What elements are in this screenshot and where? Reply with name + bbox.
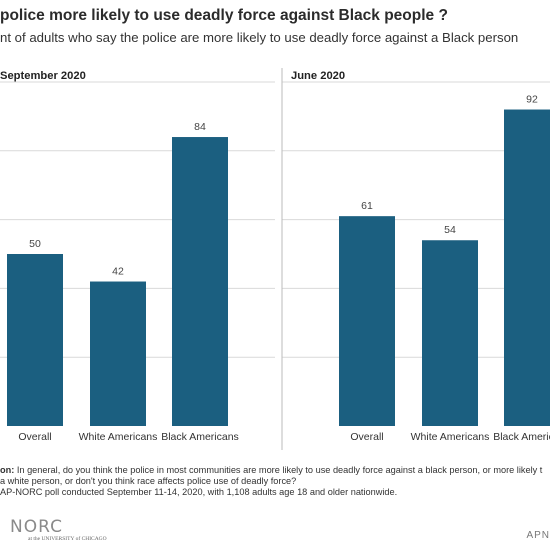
category-label: Black Americans bbox=[493, 431, 550, 443]
bar bbox=[7, 254, 63, 426]
question-note: on: In general, do you think the police … bbox=[0, 465, 542, 476]
question-label: on: bbox=[0, 465, 15, 475]
source-note: AP-NORC poll conducted September 11-14, … bbox=[0, 487, 398, 497]
bar bbox=[90, 281, 146, 426]
chart-subtitle: nt of adults who say the police are more… bbox=[0, 30, 519, 45]
value-label: 50 bbox=[29, 238, 41, 250]
bar bbox=[422, 240, 478, 426]
bar bbox=[504, 109, 550, 427]
category-label: Overall bbox=[350, 431, 383, 443]
value-label: 61 bbox=[361, 200, 373, 212]
question-note-line2: a white person, or don't you think race … bbox=[0, 476, 297, 486]
value-label: 42 bbox=[112, 266, 124, 278]
panel-title: September 2020 bbox=[0, 70, 86, 82]
value-label: 84 bbox=[194, 121, 206, 133]
value-label: 54 bbox=[444, 224, 456, 236]
category-label: Black Americans bbox=[161, 431, 239, 443]
norc-logo: NORC at the UNIVERSITY of CHICAGO bbox=[6, 517, 116, 545]
value-label: 92 bbox=[526, 94, 538, 106]
question-text: In general, do you think the police in m… bbox=[14, 465, 543, 475]
panel-title: June 2020 bbox=[291, 70, 345, 82]
bar bbox=[339, 216, 395, 426]
logo-wordmark: NORC bbox=[10, 517, 63, 537]
apnorc-mark: APN bbox=[526, 530, 550, 541]
category-label: Overall bbox=[18, 431, 51, 443]
category-label: White Americans bbox=[411, 431, 490, 443]
chart-title: police more likely to use deadly force a… bbox=[0, 7, 448, 24]
logo-subtitle: at the UNIVERSITY of CHICAGO bbox=[28, 536, 107, 542]
bar bbox=[172, 137, 228, 427]
logo-text: NORC bbox=[10, 517, 63, 537]
category-label: White Americans bbox=[79, 431, 158, 443]
